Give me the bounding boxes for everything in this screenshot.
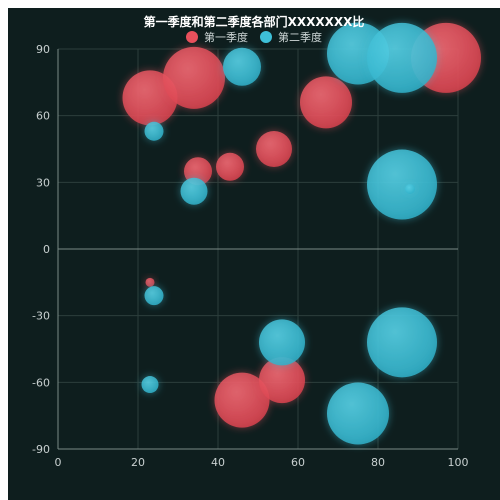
y-tick-label: 0 bbox=[43, 243, 50, 256]
bubble-layer bbox=[122, 22, 481, 445]
x-tick-label: 20 bbox=[131, 456, 145, 469]
bubble-point[interactable] bbox=[367, 307, 437, 378]
bubble-point[interactable] bbox=[256, 131, 292, 167]
y-tick-label: -90 bbox=[32, 443, 50, 456]
legend-entry-series2[interactable]: 第二季度 bbox=[260, 29, 322, 45]
bubble-point[interactable] bbox=[300, 76, 352, 129]
y-tick-label: -30 bbox=[32, 310, 50, 323]
legend-label-series2: 第二季度 bbox=[278, 31, 322, 44]
legend-swatch-series2 bbox=[260, 31, 272, 43]
bubble-point[interactable] bbox=[259, 319, 305, 366]
bubble-point[interactable] bbox=[216, 152, 244, 181]
bubble-point[interactable] bbox=[367, 22, 437, 93]
series-1 bbox=[122, 22, 481, 428]
bubble-point[interactable] bbox=[327, 382, 389, 445]
y-tick-label: 30 bbox=[36, 176, 50, 189]
bubble-point[interactable] bbox=[367, 149, 437, 220]
chart-canvas: 0 20 40 60 80 100 90 60 30 0 -30 -60 -90 bbox=[32, 22, 481, 469]
bubble-point[interactable] bbox=[145, 277, 155, 287]
bubble-point[interactable] bbox=[405, 184, 415, 194]
x-tick-label: 40 bbox=[211, 456, 225, 469]
bubble-point[interactable] bbox=[163, 46, 225, 109]
chart-title: 第一季度和第二季度各部门XXXXXXX比 bbox=[143, 15, 365, 29]
y-tick-label: -60 bbox=[32, 376, 50, 389]
series-2 bbox=[141, 22, 437, 445]
y-tick-label: 60 bbox=[36, 110, 50, 123]
legend: 第一季度 第二季度 bbox=[8, 29, 500, 45]
legend-label-series1: 第一季度 bbox=[204, 31, 248, 44]
bubble-point[interactable] bbox=[214, 372, 270, 428]
x-tick-label: 80 bbox=[371, 456, 385, 469]
y-tick-label: 90 bbox=[36, 43, 50, 56]
bubble-chart: 0 20 40 60 80 100 90 60 30 0 -30 -60 -90 第一季度和第二季度各部… bbox=[8, 8, 500, 500]
x-tick-label: 100 bbox=[448, 456, 469, 469]
x-tick-label: 60 bbox=[291, 456, 305, 469]
bubble-point[interactable] bbox=[141, 376, 159, 394]
legend-entry-series1[interactable]: 第一季度 bbox=[186, 29, 248, 45]
bubble-point[interactable] bbox=[259, 357, 305, 404]
bubble-point[interactable] bbox=[144, 121, 164, 141]
bubble-point[interactable] bbox=[144, 286, 164, 306]
axis-layer: 0 20 40 60 80 100 90 60 30 0 -30 -60 -90 bbox=[32, 43, 468, 469]
legend-swatch-series1 bbox=[186, 31, 198, 43]
x-tick-label: 0 bbox=[55, 456, 62, 469]
bubble-point[interactable] bbox=[223, 47, 261, 86]
bubble-point[interactable] bbox=[180, 177, 208, 205]
